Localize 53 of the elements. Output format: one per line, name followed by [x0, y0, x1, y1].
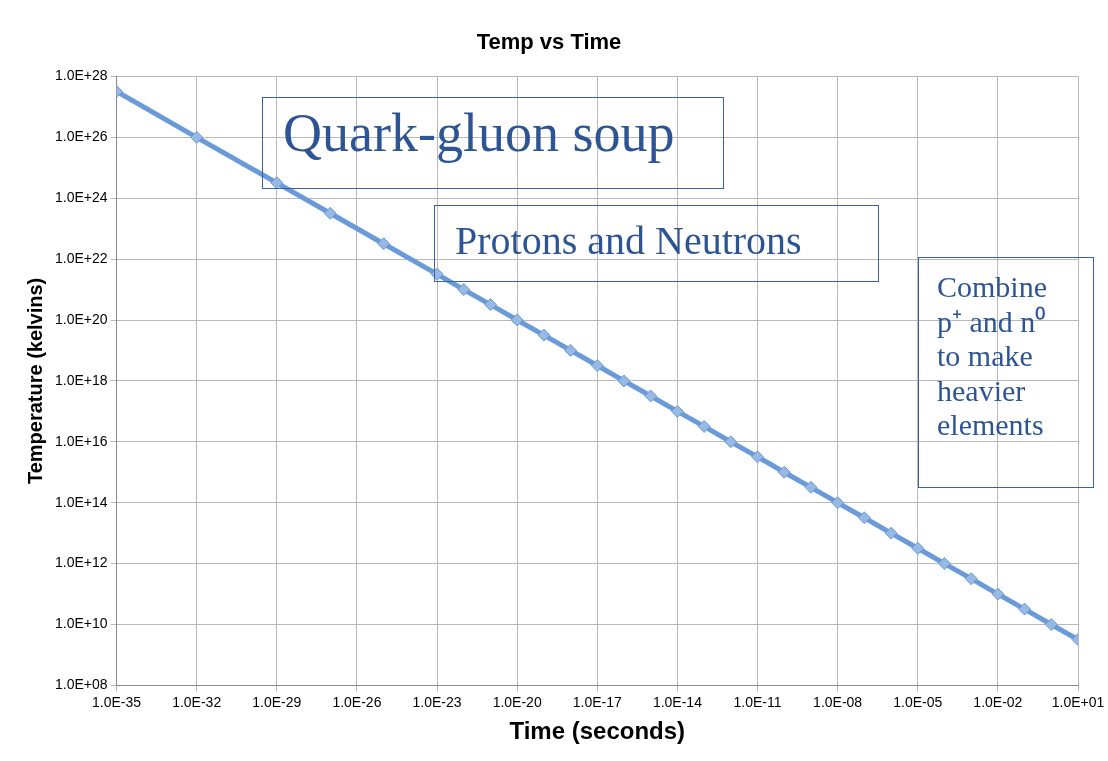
point [831, 496, 845, 510]
point [911, 541, 925, 555]
x-axis-title: Time (seconds) [509, 717, 686, 745]
y-tick-label: 1.0E+24 [54, 189, 108, 206]
y-tick-label: 1.0E+16 [54, 432, 108, 449]
x-tick-label: 1.0E-17 [572, 693, 622, 710]
point [751, 450, 765, 464]
y-tick-label: 1.0E+12 [54, 554, 108, 571]
annotation: Combine p⁺ and n⁰ to make heavier elements [918, 257, 1094, 488]
point [937, 557, 951, 571]
annotation: Quark-gluon soup [262, 97, 724, 189]
x-tick-label: 1.0E-14 [652, 693, 703, 710]
point [617, 374, 631, 388]
point [1018, 602, 1032, 616]
point [1044, 618, 1058, 631]
x-tick-label: 1.0E-02 [973, 693, 1023, 710]
point [537, 328, 551, 342]
x-tick-label: 1.0E-11 [733, 693, 782, 710]
annotation: Protons and Neutrons [434, 205, 879, 282]
x-tick-label: 1.0E-26 [332, 693, 382, 710]
y-tick-label: 1.0E+08 [54, 676, 108, 693]
y-tick-label: 1.0E+26 [54, 128, 108, 145]
point [991, 587, 1005, 601]
point [457, 283, 471, 297]
point [804, 480, 818, 494]
x-tick-label: 1.0E+01 [1051, 693, 1105, 710]
x-tick-label: 1.0E-29 [252, 693, 302, 710]
point [697, 419, 711, 433]
y-tick-label: 1.0E+14 [54, 493, 108, 510]
y-tick-label: 1.0E+28 [54, 67, 108, 84]
y-tick-label: 1.0E+22 [54, 249, 108, 266]
point [564, 343, 578, 357]
point [884, 526, 898, 540]
point [510, 313, 524, 327]
point [483, 298, 497, 312]
x-tick-label: 1.0E-08 [813, 693, 863, 710]
x-tick-label: 1.0E-23 [412, 693, 462, 710]
x-tick-label: 1.0E-35 [92, 693, 142, 710]
point [670, 404, 684, 418]
x-tick-label: 1.0E-05 [893, 693, 943, 710]
y-tick-label: 1.0E+20 [54, 310, 108, 327]
y-tick-label: 1.0E+18 [54, 371, 108, 388]
x-tick-label: 1.0E-32 [172, 693, 222, 710]
y-tick-label: 1.0E+10 [54, 615, 108, 632]
point [644, 389, 658, 403]
y-axis-title: Temperature (kelvins) [23, 277, 46, 485]
chart-title: Temp vs Time [476, 29, 622, 55]
x-tick-label: 1.0E-20 [492, 693, 542, 710]
point [590, 359, 604, 373]
point [857, 511, 871, 525]
point [724, 435, 738, 449]
point [777, 465, 791, 479]
point [964, 572, 978, 586]
